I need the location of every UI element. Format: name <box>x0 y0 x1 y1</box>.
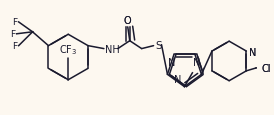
Text: F: F <box>13 42 18 51</box>
Text: O: O <box>124 16 132 26</box>
Text: N: N <box>249 48 257 58</box>
Text: N: N <box>174 74 181 84</box>
Text: F: F <box>11 30 16 39</box>
Text: Cl: Cl <box>261 63 271 73</box>
Text: CF$_3$: CF$_3$ <box>59 43 77 56</box>
Text: Cl: Cl <box>261 63 271 73</box>
Text: NH: NH <box>105 44 120 54</box>
Text: S: S <box>155 40 162 50</box>
Text: F: F <box>13 18 18 27</box>
Text: O: O <box>124 16 132 26</box>
Text: N: N <box>193 58 201 68</box>
Bar <box>204 37 254 86</box>
Text: N: N <box>168 58 176 68</box>
Text: N: N <box>249 48 257 58</box>
